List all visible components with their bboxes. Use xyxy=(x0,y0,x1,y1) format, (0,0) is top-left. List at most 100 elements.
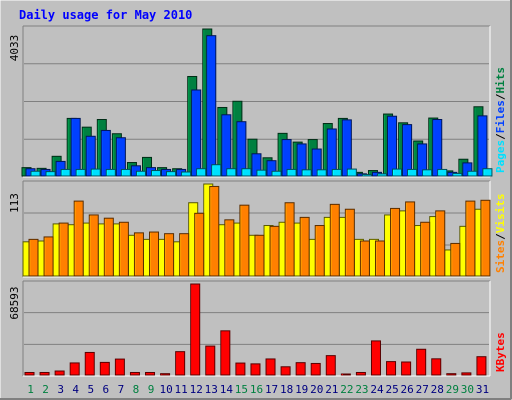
x-tick-day-31: 31 xyxy=(476,383,489,396)
panel-2 xyxy=(22,180,491,278)
x-tick-day-10: 10 xyxy=(159,383,172,396)
bar-kbytes-day-2 xyxy=(39,371,50,376)
bar-kbytes-day-17 xyxy=(265,358,276,376)
bar-kbytes-day-27 xyxy=(416,348,427,376)
bar-sites-day-9 xyxy=(149,231,160,277)
bar-sites-day-12 xyxy=(194,212,205,277)
y-max-label-panel-3: 68593 xyxy=(8,286,21,319)
x-tick-day-5: 5 xyxy=(87,383,94,396)
chart-title: Daily usage for May 2010 xyxy=(19,8,192,22)
x-tick-day-20: 20 xyxy=(310,383,323,396)
legend-item-files: Files xyxy=(494,100,507,133)
x-tick-day-4: 4 xyxy=(72,383,79,396)
series-kbytes xyxy=(24,283,487,376)
bar-kbytes-day-29 xyxy=(446,373,457,376)
x-tick-day-26: 26 xyxy=(401,383,414,396)
bar-pages-day-24 xyxy=(376,173,387,177)
bar-kbytes-day-26 xyxy=(401,361,412,376)
bar-kbytes-day-13 xyxy=(205,345,216,376)
bar-kbytes-day-19 xyxy=(295,362,306,376)
legend-separator: / xyxy=(494,93,507,100)
bar-sites-day-6 xyxy=(103,217,114,277)
bar-sites-day-13 xyxy=(209,185,220,277)
bar-pages-day-10 xyxy=(166,171,177,177)
y-max-labels: 4033 113 68593 xyxy=(8,35,21,320)
bar-kbytes-day-10 xyxy=(160,373,171,376)
bar-sites-day-25 xyxy=(390,207,401,277)
legend-item-hits: Hits xyxy=(494,67,507,94)
bar-pages-day-6 xyxy=(105,168,116,177)
bar-sites-day-27 xyxy=(420,221,431,277)
bar-sites-day-22 xyxy=(344,208,355,277)
bar-kbytes-day-3 xyxy=(54,370,65,376)
bar-sites-day-11 xyxy=(179,233,190,277)
x-tick-day-18: 18 xyxy=(280,383,293,396)
bar-sites-day-28 xyxy=(435,210,446,277)
x-tick-day-13: 13 xyxy=(205,383,218,396)
bar-pages-day-15 xyxy=(241,168,252,177)
x-tick-day-23: 23 xyxy=(355,383,368,396)
bar-kbytes-day-9 xyxy=(145,371,156,376)
legend-panel-1: Pages/Files/Hits xyxy=(494,67,507,173)
x-tick-day-16: 16 xyxy=(250,383,263,396)
bar-pages-day-22 xyxy=(346,168,357,177)
bar-pages-day-13 xyxy=(211,164,222,177)
bar-pages-day-3 xyxy=(60,168,71,177)
bar-pages-day-29 xyxy=(452,172,463,177)
bar-sites-day-23 xyxy=(359,240,370,277)
x-tick-day-29: 29 xyxy=(446,383,459,396)
bar-sites-day-8 xyxy=(133,232,144,277)
bar-sites-day-31 xyxy=(480,199,491,277)
bar-pages-day-23 xyxy=(361,174,372,177)
bar-kbytes-day-23 xyxy=(355,371,366,376)
x-tick-day-9: 9 xyxy=(148,383,155,396)
bar-pages-day-14 xyxy=(226,168,237,177)
legend-separator: / xyxy=(494,233,507,240)
bar-sites-day-17 xyxy=(269,225,280,277)
panel-frame xyxy=(23,281,490,376)
x-tick-day-12: 12 xyxy=(190,383,203,396)
bar-sites-day-18 xyxy=(284,202,295,277)
legend-item-sites: Sites xyxy=(494,240,507,273)
bar-pages-day-25 xyxy=(392,168,403,177)
x-tick-day-21: 21 xyxy=(325,383,338,396)
bar-pages-day-17 xyxy=(271,170,282,177)
bar-pages-day-16 xyxy=(256,169,267,177)
bar-pages-day-11 xyxy=(181,171,192,177)
bar-kbytes-day-25 xyxy=(386,361,397,376)
x-tick-day-3: 3 xyxy=(57,383,64,396)
x-tick-day-2: 2 xyxy=(42,383,49,396)
bar-sites-day-30 xyxy=(465,200,476,277)
x-tick-day-30: 30 xyxy=(461,383,474,396)
series-pages xyxy=(30,164,493,177)
bar-kbytes-day-12 xyxy=(190,283,201,376)
x-tick-day-25: 25 xyxy=(385,383,398,396)
series-visits xyxy=(22,183,485,277)
bar-sites-day-7 xyxy=(118,221,129,277)
bar-kbytes-day-15 xyxy=(235,362,246,376)
bar-kbytes-day-16 xyxy=(250,363,261,376)
legend-item-pages: Pages xyxy=(494,140,507,173)
series-sites xyxy=(28,185,491,277)
x-tick-day-8: 8 xyxy=(133,383,140,396)
bar-kbytes-day-11 xyxy=(175,351,186,376)
bar-kbytes-day-21 xyxy=(325,355,336,376)
x-tick-day-11: 11 xyxy=(175,383,188,396)
legend-panel-2: Sites/Visits xyxy=(494,194,507,274)
bar-pages-day-21 xyxy=(331,168,342,177)
panel-1 xyxy=(21,25,493,178)
x-tick-day-22: 22 xyxy=(340,383,353,396)
bar-kbytes-day-6 xyxy=(99,361,110,376)
bar-pages-day-20 xyxy=(316,169,327,177)
bar-kbytes-day-20 xyxy=(310,362,321,376)
x-tick-day-7: 7 xyxy=(118,383,125,396)
x-tick-day-1: 1 xyxy=(27,383,34,396)
panel-3 xyxy=(22,280,491,377)
bar-pages-day-2 xyxy=(45,171,56,177)
bar-pages-day-12 xyxy=(196,168,207,177)
x-tick-day-15: 15 xyxy=(235,383,248,396)
bar-kbytes-day-4 xyxy=(69,362,80,376)
bar-pages-day-31 xyxy=(482,168,493,177)
bar-kbytes-day-30 xyxy=(461,372,472,376)
